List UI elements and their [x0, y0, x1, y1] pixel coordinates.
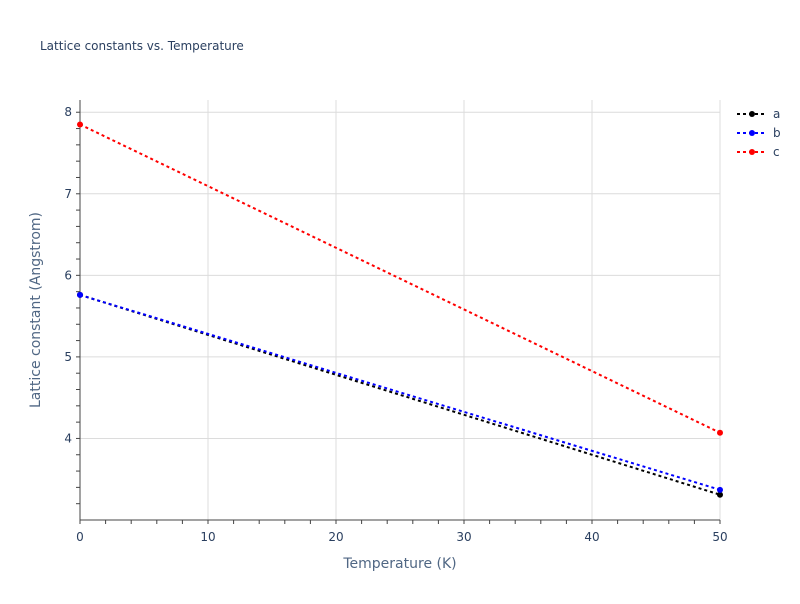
x-tick-label: 50 [712, 530, 727, 544]
y-tick-label: 8 [64, 105, 72, 119]
legend-marker-a [749, 111, 755, 117]
data-point-c [77, 121, 83, 128]
chart-title: Lattice constants vs. Temperature [40, 39, 244, 53]
series-line-c [79, 123, 721, 434]
series-line-a [79, 293, 721, 496]
data-point-b [717, 486, 723, 493]
legend-item-c[interactable]: c [737, 145, 780, 159]
legend-label-b: b [773, 126, 781, 140]
legend[interactable]: abc [737, 107, 781, 159]
y-tick-label: 5 [64, 350, 72, 364]
legend-item-b[interactable]: b [737, 126, 781, 140]
legend-marker-c [749, 149, 755, 155]
x-tick-label: 10 [200, 530, 215, 544]
grid-layer [80, 100, 721, 520]
x-axis-label: Temperature (K) [342, 556, 456, 572]
series-line-b [79, 293, 721, 491]
y-tick-label: 7 [64, 187, 72, 201]
legend-item-a[interactable]: a [737, 107, 780, 121]
y-axis-label: Lattice constant (Angstrom) [28, 212, 44, 408]
legend-label-a: a [773, 107, 780, 121]
x-tick-label: 0 [76, 530, 84, 544]
axis-layer: 0 10 20 30 40 50 4 5 6 7 8 [64, 100, 728, 544]
y-tick-label: 4 [64, 431, 72, 445]
y-tick-label: 6 [64, 268, 72, 282]
data-point-a [717, 491, 723, 498]
legend-marker-b [749, 130, 755, 136]
series-layer [77, 121, 723, 498]
data-point-b [77, 291, 83, 298]
x-tick-label: 40 [584, 530, 599, 544]
x-tick-label: 20 [328, 530, 343, 544]
x-tick-label: 30 [456, 530, 471, 544]
legend-label-c: c [773, 145, 780, 159]
data-point-c [717, 429, 723, 436]
